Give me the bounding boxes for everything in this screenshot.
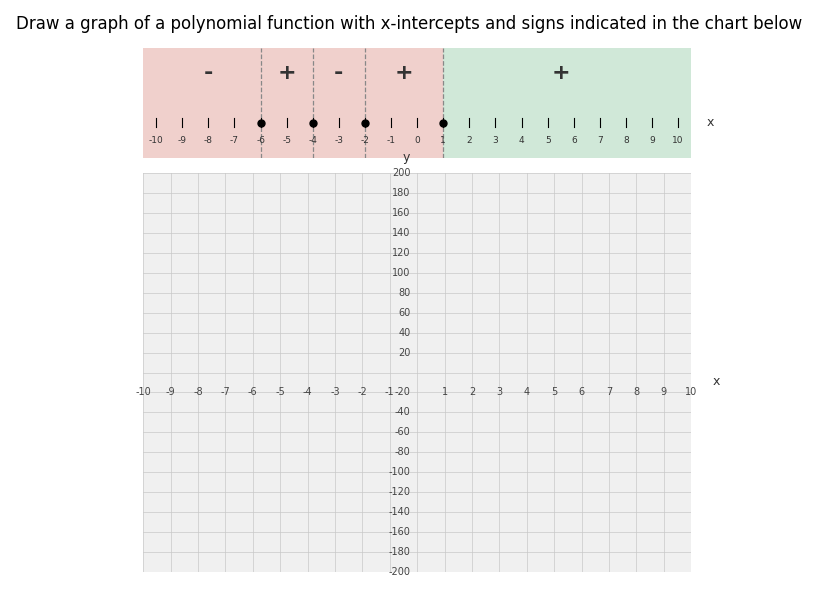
Text: 4: 4 — [524, 387, 530, 398]
Text: y: y — [402, 151, 410, 164]
Text: -1: -1 — [387, 136, 396, 145]
Text: 3: 3 — [492, 136, 498, 145]
Text: 3: 3 — [497, 387, 502, 398]
Text: 7: 7 — [606, 387, 612, 398]
Text: -: - — [204, 63, 213, 83]
Text: 1: 1 — [442, 387, 447, 398]
Text: -9: -9 — [166, 387, 175, 398]
Text: 8: 8 — [633, 387, 640, 398]
Text: 40: 40 — [398, 328, 411, 337]
Text: -8: -8 — [204, 136, 213, 145]
Text: 7: 7 — [597, 136, 603, 145]
Text: 80: 80 — [398, 288, 411, 297]
Text: -10: -10 — [135, 387, 151, 398]
Text: 9: 9 — [661, 387, 667, 398]
Text: 6: 6 — [571, 136, 577, 145]
Text: -2: -2 — [361, 136, 370, 145]
Text: 2: 2 — [469, 387, 475, 398]
Text: 5: 5 — [551, 387, 557, 398]
Text: -60: -60 — [394, 427, 411, 437]
Text: 5: 5 — [545, 136, 551, 145]
Text: 140: 140 — [392, 228, 411, 238]
Text: -2: -2 — [357, 387, 367, 398]
Text: -4: -4 — [308, 136, 317, 145]
Text: 20: 20 — [398, 347, 411, 358]
Bar — [443, 48, 691, 158]
Text: -10: -10 — [149, 136, 164, 145]
Text: 6: 6 — [578, 387, 585, 398]
Text: 180: 180 — [392, 188, 411, 198]
Text: -7: -7 — [221, 387, 230, 398]
Text: +: + — [395, 63, 413, 83]
Text: -9: -9 — [178, 136, 187, 145]
Text: -5: -5 — [282, 136, 291, 145]
Text: -100: -100 — [389, 467, 411, 477]
Text: -4: -4 — [303, 387, 312, 398]
Text: -6: -6 — [256, 136, 265, 145]
Text: 9: 9 — [649, 136, 655, 145]
Text: Draw a graph of a polynomial function with x-intercepts and signs indicated in t: Draw a graph of a polynomial function wi… — [16, 15, 802, 33]
Text: +: + — [551, 63, 570, 83]
Text: -3: -3 — [330, 387, 339, 398]
Bar — [143, 48, 443, 158]
Text: -7: -7 — [230, 136, 239, 145]
Text: -40: -40 — [394, 408, 411, 417]
Text: -: - — [335, 63, 344, 83]
Text: 8: 8 — [623, 136, 629, 145]
Text: -8: -8 — [193, 387, 203, 398]
Text: 100: 100 — [392, 268, 411, 278]
Text: 10: 10 — [685, 387, 697, 398]
Text: -1: -1 — [385, 387, 394, 398]
Text: 4: 4 — [519, 136, 524, 145]
Text: -140: -140 — [389, 507, 411, 517]
Text: 200: 200 — [392, 168, 411, 178]
Text: 2: 2 — [466, 136, 472, 145]
Text: -6: -6 — [248, 387, 258, 398]
Text: 1: 1 — [440, 136, 446, 145]
Text: +: + — [277, 63, 296, 83]
Text: x: x — [707, 116, 714, 129]
Text: -180: -180 — [389, 547, 411, 557]
Text: 160: 160 — [392, 208, 411, 218]
Text: x: x — [712, 375, 720, 388]
Text: -20: -20 — [394, 387, 411, 398]
Text: 60: 60 — [398, 308, 411, 318]
Text: 0: 0 — [414, 136, 420, 145]
Text: 120: 120 — [392, 248, 411, 257]
Text: -3: -3 — [335, 136, 344, 145]
Text: -5: -5 — [276, 387, 285, 398]
Text: -160: -160 — [389, 527, 411, 537]
Text: -80: -80 — [394, 448, 411, 457]
Text: 10: 10 — [672, 136, 684, 145]
Text: -120: -120 — [389, 488, 411, 497]
Text: -200: -200 — [389, 567, 411, 577]
